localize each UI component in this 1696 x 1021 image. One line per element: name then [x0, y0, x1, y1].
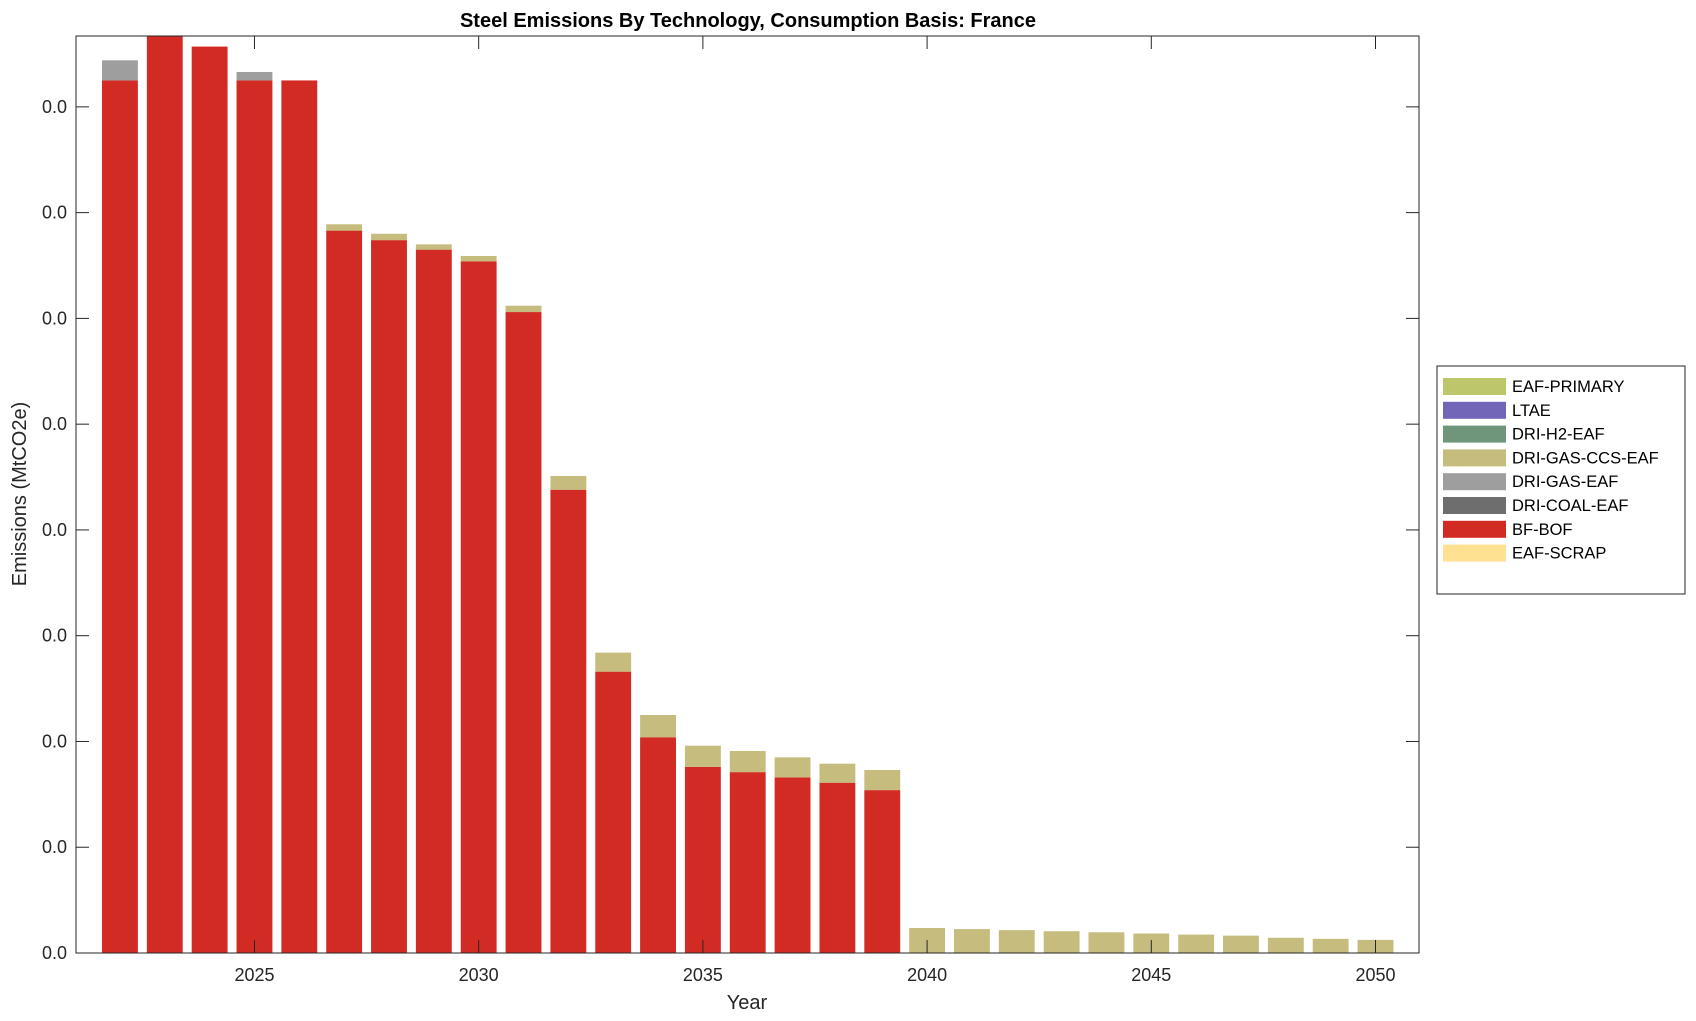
bar-dri-gas-ccs-eaf-2031	[505, 305, 542, 313]
legend-label-dri-gas-ccs-eaf: DRI-GAS-CCS-EAF	[1512, 449, 1659, 467]
bar-bf-bof-2025	[236, 80, 273, 954]
bar-bf-bof-2027	[326, 230, 363, 953]
legend-swatch-dri-gas-ccs-eaf	[1443, 449, 1506, 467]
bar-dri-gas-ccs-eaf-2047	[1223, 935, 1259, 953]
bar-bf-bof-2034	[640, 737, 676, 953]
bar-bf-bof-2022	[102, 80, 138, 954]
legend-swatch-dri-h2-eaf	[1443, 425, 1506, 443]
x-tick-label: 2045	[1131, 965, 1171, 985]
bar-dri-gas-ccs-eaf-2039	[864, 770, 901, 791]
x-tick-label: 2050	[1355, 965, 1395, 985]
bar-bf-bof-2037	[774, 777, 811, 953]
legend-label-bf-bof: BF-BOF	[1512, 521, 1573, 539]
bar-dri-gas-ccs-eaf-2037	[774, 757, 811, 778]
bar-bf-bof-2026	[281, 80, 318, 954]
chart-title: Steel Emissions By Technology, Consumpti…	[460, 10, 1036, 32]
bar-bf-bof-2024	[191, 46, 228, 953]
x-tick-label: 2035	[683, 965, 723, 985]
bars-layer	[102, 36, 1394, 954]
legend: EAF-PRIMARY LTAE DRI-H2-EAF DRI-GAS-CCS-EAF…	[1436, 365, 1686, 595]
y-tick-label: 0.0	[42, 203, 67, 223]
legend-label-dri-gas-eaf: DRI-GAS-EAF	[1512, 473, 1618, 491]
legend-label-eaf-scrap: EAF-SCRAP	[1512, 545, 1606, 563]
y-tick-label: 0.0	[42, 97, 67, 117]
bar-dri-gas-ccs-eaf-2046	[1178, 934, 1215, 953]
bar-dri-gas-ccs-eaf-2044	[1088, 932, 1125, 953]
bar-dri-gas-ccs-eaf-2035	[684, 745, 721, 767]
y-tick-label: 0.0	[42, 626, 67, 646]
bar-bf-bof-2029	[415, 249, 452, 954]
bar-dri-gas-eaf-2022	[102, 60, 138, 81]
y-tick-label: 0.0	[42, 837, 67, 857]
bar-dri-gas-ccs-eaf-2048	[1267, 937, 1304, 953]
bar-dri-gas-ccs-eaf-2033	[595, 652, 632, 672]
y-tick-label: 0.0	[42, 308, 67, 328]
legend-label-dri-h2-eaf: DRI-H2-EAF	[1512, 426, 1605, 444]
legend-swatch-ltae	[1443, 401, 1506, 419]
axes-layer: 2025 2030 2035 2040 2045 2050 0.0 0.0 0.0 0.0 0.0 0…	[42, 36, 1419, 985]
legend-label-eaf-primary: EAF-PRIMARY	[1512, 378, 1624, 396]
y-tick-label: 0.0	[42, 943, 67, 963]
bar-dri-gas-ccs-eaf-2049	[1312, 938, 1349, 953]
legend-swatch-dri-gas-eaf	[1443, 473, 1506, 491]
bar-dri-gas-ccs-eaf-2041	[953, 929, 990, 953]
x-tick-label: 2025	[234, 965, 274, 985]
bar-dri-gas-ccs-eaf-2038	[819, 763, 856, 783]
legend-label-ltae: LTAE	[1512, 402, 1551, 420]
bar-bf-bof-2033	[595, 671, 632, 953]
bar-dri-gas-ccs-eaf-2042	[998, 930, 1035, 953]
plot-area-border	[75, 35, 1420, 954]
bar-dri-gas-eaf-2025	[236, 71, 273, 81]
bar-dri-gas-ccs-eaf-2043	[1043, 931, 1080, 953]
bar-dri-gas-ccs-eaf-2028	[371, 233, 407, 241]
bar-bf-bof-2035	[684, 766, 721, 953]
x-axis-label: Year	[727, 992, 768, 1014]
bar-bf-bof-2031	[505, 312, 542, 954]
bar-dri-gas-ccs-eaf-2029	[415, 244, 452, 250]
legend-swatch-eaf-primary	[1443, 378, 1506, 395]
bar-bf-bof-2030	[460, 261, 497, 954]
bar-bf-bof-2036	[729, 772, 766, 953]
legend-swatch-dri-coal-eaf	[1443, 497, 1506, 514]
bar-dri-gas-ccs-eaf-2034	[640, 715, 676, 738]
y-tick-label: 0.0	[42, 414, 67, 434]
bar-dri-gas-ccs-eaf-2036	[729, 750, 766, 773]
x-tick-label: 2040	[907, 965, 947, 985]
bar-bf-bof-2023	[146, 36, 183, 953]
bar-dri-gas-ccs-eaf-2032	[550, 475, 587, 490]
legend-swatch-bf-bof	[1443, 520, 1506, 538]
bar-bf-bof-2038	[819, 782, 856, 953]
bar-bf-bof-2039	[864, 790, 901, 953]
x-tick-label: 2030	[459, 965, 499, 985]
bar-dri-gas-ccs-eaf-2030	[460, 255, 497, 262]
bar-bf-bof-2032	[550, 489, 587, 953]
bar-bf-bof-2028	[371, 240, 407, 953]
y-axis-label: Emissions (MtCO2e)	[9, 402, 31, 586]
bar-dri-gas-ccs-eaf-2027	[326, 224, 363, 231]
y-tick-label: 0.0	[42, 731, 67, 751]
y-tick-label: 0.0	[42, 520, 67, 540]
legend-label-dri-coal-eaf: DRI-COAL-EAF	[1512, 497, 1628, 515]
legend-swatch-eaf-scrap	[1443, 544, 1506, 562]
